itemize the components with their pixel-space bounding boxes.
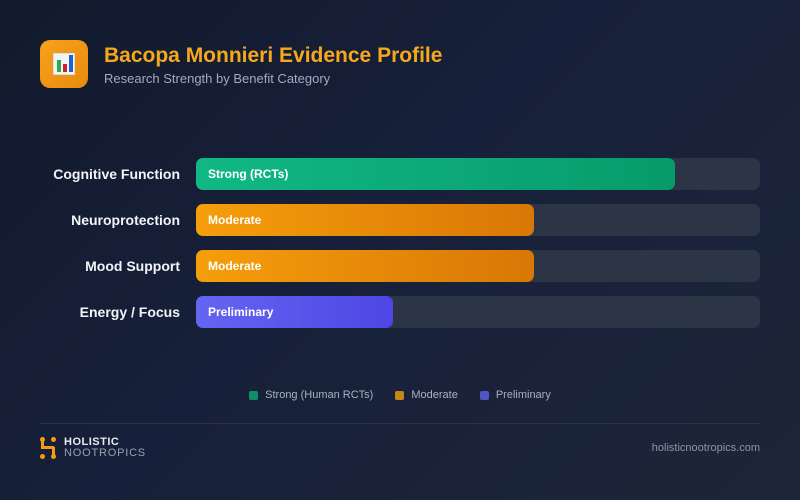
brand-name-bottom: NOOTROPICS bbox=[64, 447, 146, 459]
legend-item-strong: Strong (Human RCTs) bbox=[249, 389, 373, 401]
footer-divider bbox=[40, 423, 760, 424]
bar-chart: Cognitive Function Strong (RCTs) Neuropr… bbox=[0, 158, 800, 342]
legend: Strong (Human RCTs) Moderate Preliminary bbox=[0, 389, 800, 401]
bar-fill: Moderate bbox=[196, 250, 535, 282]
bar-fill: Strong (RCTs) bbox=[196, 158, 676, 190]
category-label: Mood Support bbox=[85, 258, 180, 274]
brand-logo: HOLISTIC NOOTROPICS bbox=[40, 437, 146, 459]
category-label: Cognitive Function bbox=[53, 166, 180, 182]
bar-track: Moderate bbox=[196, 204, 760, 236]
legend-label: Strong (Human RCTs) bbox=[265, 389, 374, 401]
legend-item-moderate: Moderate bbox=[395, 389, 458, 401]
legend-swatch bbox=[249, 390, 259, 400]
bar-track: Moderate bbox=[196, 250, 760, 282]
bar-track: Strong (RCTs) bbox=[196, 158, 760, 190]
category-label: Energy / Focus bbox=[79, 304, 180, 320]
header: Bacopa Monnieri Evidence Profile Researc… bbox=[40, 40, 442, 88]
page-subtitle: Research Strength by Benefit Category bbox=[104, 70, 331, 86]
logo-icon bbox=[40, 437, 56, 459]
bar-fill: Moderate bbox=[196, 204, 535, 236]
bar-track: Preliminary bbox=[196, 296, 760, 328]
legend-item-preliminary: Preliminary bbox=[479, 389, 551, 401]
legend-swatch bbox=[479, 390, 489, 400]
bar-chart-icon bbox=[40, 40, 88, 88]
page-title: Bacopa Monnieri Evidence Profile bbox=[104, 43, 443, 67]
legend-label: Preliminary bbox=[495, 389, 551, 401]
legend-label: Moderate bbox=[411, 389, 458, 401]
bar-row: Neuroprotection Moderate bbox=[0, 204, 800, 236]
bar-row: Energy / Focus Preliminary bbox=[0, 296, 800, 328]
legend-swatch bbox=[395, 390, 405, 400]
bar-row: Mood Support Moderate bbox=[0, 250, 800, 282]
bar-row: Cognitive Function Strong (RCTs) bbox=[0, 158, 800, 190]
website-link[interactable]: holisticnootropics.com bbox=[651, 442, 760, 454]
brand-name-top: HOLISTIC bbox=[64, 436, 120, 448]
bar-fill: Preliminary bbox=[196, 296, 394, 328]
category-label: Neuroprotection bbox=[71, 212, 180, 228]
